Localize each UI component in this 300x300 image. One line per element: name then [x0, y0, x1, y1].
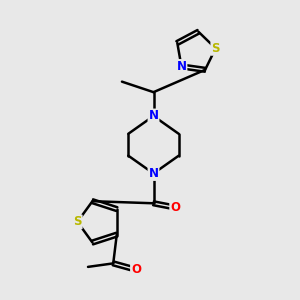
Text: S: S — [211, 42, 220, 55]
Text: O: O — [170, 201, 180, 214]
Text: N: N — [148, 110, 158, 122]
Text: S: S — [73, 215, 82, 228]
Text: O: O — [131, 263, 141, 276]
Text: N: N — [148, 167, 158, 180]
Text: N: N — [176, 60, 186, 73]
